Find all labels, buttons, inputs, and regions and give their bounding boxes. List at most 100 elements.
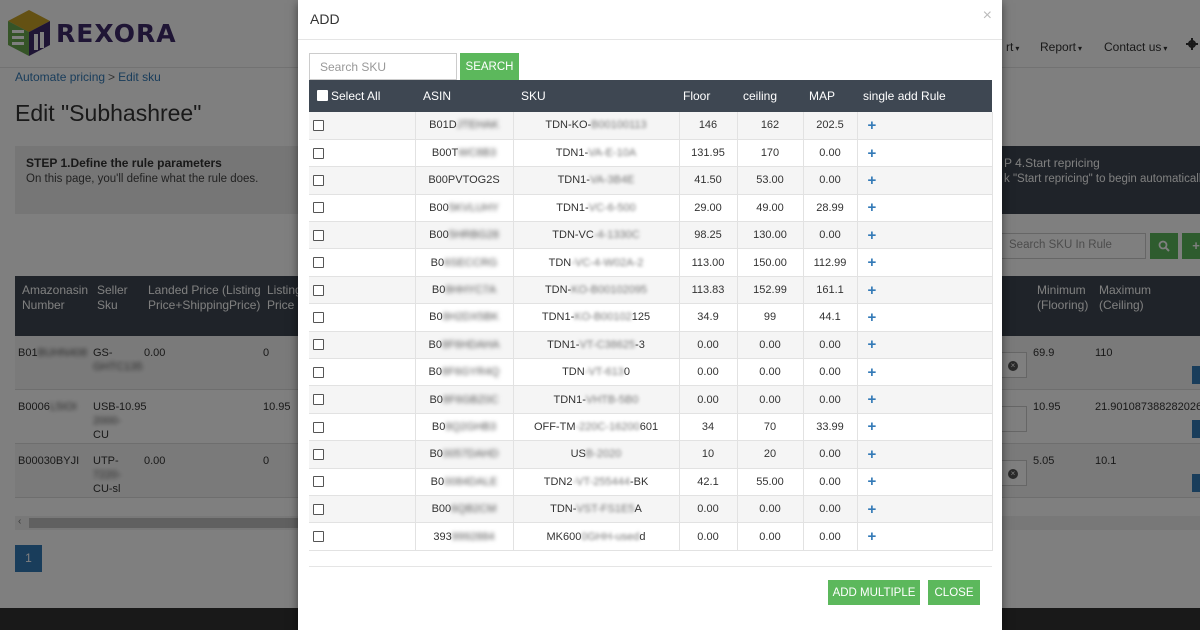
row-checkbox[interactable] — [313, 339, 324, 350]
row-checkbox[interactable] — [313, 449, 324, 460]
sku-cell: TDN1-KO-B00102125 — [513, 304, 679, 331]
row-checkbox[interactable] — [313, 257, 324, 268]
asin-blurred: 0084DALE — [444, 476, 497, 488]
asin-cell: B005HRBG28 — [415, 222, 513, 249]
asin-visible: B0 — [431, 476, 444, 488]
sku-tail: -BK — [630, 476, 648, 488]
asin-blurred: WC8B3 — [458, 147, 496, 159]
row-checkbox[interactable] — [313, 312, 324, 323]
sku-cell: TDN-VC-4-1330C — [513, 222, 679, 249]
ceiling-cell: 99 — [737, 304, 803, 331]
row-select-cell — [309, 167, 415, 194]
plus-icon[interactable]: + — [864, 199, 877, 216]
row-checkbox[interactable] — [313, 504, 324, 515]
sku-cell: TDN1-VHTB-5B0 — [513, 386, 679, 413]
asin-cell: B08F6GYR4Q — [415, 359, 513, 386]
sku-cell: TDN-VT-6130 — [513, 359, 679, 386]
row-checkbox[interactable] — [313, 230, 324, 241]
sku-tail: 601 — [640, 421, 658, 433]
asin-blurred: 8Q2GHB3 — [445, 421, 496, 433]
table-row[interactable]: B08HHYC7A TDN-KO-B00102095 113.83 152.99 161… — [309, 276, 992, 303]
plus-icon[interactable]: + — [864, 446, 877, 463]
sku-search-input[interactable] — [309, 53, 457, 80]
table-row[interactable]: B00TWC8B3 TDN1-VA-E-10A 131.95 170 0.00 + — [309, 139, 992, 166]
table-row[interactable]: B00PVTOG2S TDN1-VA-3B4E 41.50 53.00 0.00 + — [309, 167, 992, 194]
sku-visible: TDN-VC — [552, 229, 594, 241]
sku-blurred: VST-FS1E5 — [576, 503, 634, 515]
table-row[interactable]: B08Q2GHB3 OFF-TM-220C-16200601 34 70 33.99 + — [309, 413, 992, 440]
asin-blurred: 8H2DX5BK — [443, 311, 499, 323]
modal-title: ADD — [310, 11, 340, 27]
row-checkbox[interactable] — [313, 175, 324, 186]
table-row[interactable]: B08H2DX5BK TDN1-KO-B00102125 34.9 99 44.1 + — [309, 304, 992, 331]
ceiling-cell: 49.00 — [737, 194, 803, 221]
sku-visible: TDN-KO- — [545, 119, 591, 131]
select-all-header[interactable]: Select All — [309, 80, 415, 112]
table-row[interactable]: B06SECCRG TDN-VC-4-W02A-2 113.00 150.00 112.… — [309, 249, 992, 276]
add-rule-cell: + — [857, 413, 992, 440]
row-checkbox[interactable] — [313, 285, 324, 296]
floor-cell: 98.25 — [679, 222, 737, 249]
plus-icon[interactable]: + — [864, 391, 877, 408]
add-multiple-button[interactable]: ADD MULTIPLE — [828, 580, 920, 605]
select-all-checkbox[interactable] — [317, 90, 328, 101]
row-checkbox[interactable] — [313, 202, 324, 213]
close-icon[interactable]: × — [983, 7, 992, 25]
asin-blurred: 5KVLUHY — [449, 202, 499, 214]
close-button[interactable]: CLOSE — [928, 580, 980, 605]
sku-blurred: -VC-4-W02A-2 — [571, 257, 643, 269]
sku-visible: US — [571, 448, 586, 460]
plus-icon[interactable]: + — [864, 336, 877, 353]
search-button[interactable]: SEARCH — [460, 53, 519, 80]
plus-icon[interactable]: + — [864, 418, 877, 435]
table-row[interactable]: B08F6GYR4Q TDN-VT-6130 0.00 0.00 0.00 + — [309, 359, 992, 386]
add-modal: ADD × SEARCH Select All ASIN SKU Floor c… — [298, 0, 1002, 630]
table-row[interactable]: B006QB2CM TDN-VST-FS1E5A 0.00 0.00 0.00 + — [309, 495, 992, 522]
sku-visible: TDN1- — [556, 147, 588, 159]
sku-visible: TDN1- — [542, 311, 574, 323]
plus-icon[interactable]: + — [864, 254, 877, 271]
row-checkbox[interactable] — [313, 531, 324, 542]
plus-icon[interactable]: + — [864, 473, 877, 490]
sku-visible: OFF-TM — [534, 421, 576, 433]
plus-icon[interactable]: + — [864, 172, 877, 189]
row-checkbox[interactable] — [313, 422, 324, 433]
row-checkbox[interactable] — [313, 148, 324, 159]
row-checkbox[interactable] — [313, 367, 324, 378]
ceiling-cell: 162 — [737, 112, 803, 139]
plus-icon[interactable]: + — [864, 528, 877, 545]
asin-visible: B0 — [429, 339, 442, 351]
plus-icon[interactable]: + — [864, 117, 877, 134]
floor-cell: 146 — [679, 112, 737, 139]
plus-icon[interactable]: + — [864, 145, 877, 162]
floor-cell: 113.00 — [679, 249, 737, 276]
map-cell: 0.00 — [803, 386, 857, 413]
row-select-cell — [309, 468, 415, 495]
table-row[interactable]: B005HRBG28 TDN-VC-4-1330C 98.25 130.00 0.00 + — [309, 222, 992, 249]
table-row[interactable]: 3939992884 MK6000GHH-usedd 0.00 0.00 0.00 + — [309, 523, 992, 550]
row-select-cell — [309, 359, 415, 386]
sku-visible: TDN — [549, 257, 572, 269]
row-checkbox[interactable] — [313, 476, 324, 487]
table-row[interactable]: B01DJTEHAK TDN-KO-B00100113 146 162 202.5 + — [309, 112, 992, 139]
add-rule-cell: + — [857, 441, 992, 468]
table-row[interactable]: B005KVLUHY TDN1-VC-6-500 29.00 49.00 28.99 + — [309, 194, 992, 221]
plus-icon[interactable]: + — [864, 227, 877, 244]
plus-icon[interactable]: + — [864, 364, 877, 381]
row-checkbox[interactable] — [313, 120, 324, 131]
plus-icon[interactable]: + — [864, 309, 877, 326]
table-row[interactable]: B08F6GBZ0C TDN1-VHTB-5B0 0.00 0.00 0.00 + — [309, 386, 992, 413]
floor-cell: 0.00 — [679, 523, 737, 550]
sku-visible: TDN- — [545, 284, 571, 296]
table-row[interactable]: B00057DAHD USB-2020 10 20 0.00 + — [309, 441, 992, 468]
ceiling-cell: 20 — [737, 441, 803, 468]
asin-cell: B08HHYC7A — [415, 276, 513, 303]
row-checkbox[interactable] — [313, 394, 324, 405]
plus-icon[interactable]: + — [864, 282, 877, 299]
asin-visible: B00PVTOG2S — [428, 174, 499, 186]
asin-blurred: JTEHAK — [457, 119, 499, 131]
table-row[interactable]: B00084DALE TDN2-VT-255444-BK 42.1 55.00 0.00… — [309, 468, 992, 495]
map-cell: 28.99 — [803, 194, 857, 221]
table-row[interactable]: B08F6HDAHA TDN1-VT-C38625-3 0.00 0.00 0.00 + — [309, 331, 992, 358]
plus-icon[interactable]: + — [864, 501, 877, 518]
